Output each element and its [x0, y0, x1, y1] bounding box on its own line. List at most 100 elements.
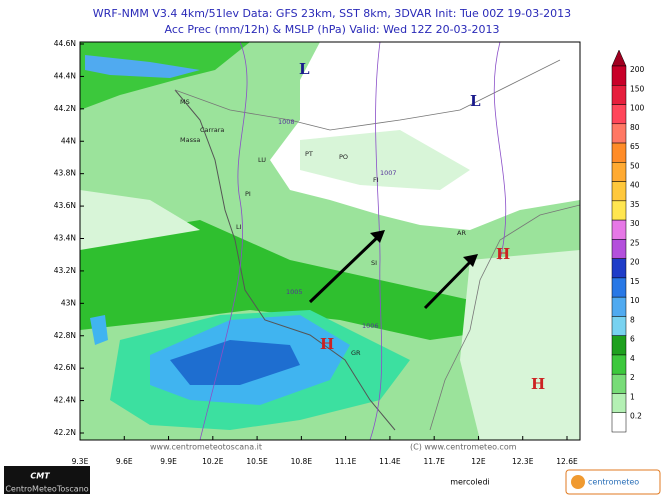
logo-text: CMT: [30, 472, 50, 481]
precip-light: [80, 190, 200, 250]
isobar-label: 1007: [380, 169, 397, 177]
website: (C) www.centrometeo.com: [410, 443, 517, 452]
lon-label: 9.6E: [116, 457, 133, 466]
colorbar-box: [611, 65, 627, 86]
lat-label: 42.4N: [54, 396, 76, 405]
colorbar-box: [611, 393, 627, 413]
precip-band: [170, 340, 300, 385]
city-label: PI: [245, 190, 251, 198]
isobar-label: 1005: [286, 288, 303, 296]
precip-band: [85, 55, 200, 78]
border: [429, 204, 581, 431]
lat-label: 44N: [61, 136, 76, 145]
coastline: [174, 89, 396, 431]
lon-label: 12.3E: [512, 457, 534, 466]
cmt-logo: CMT CentroMeteoToscano: [4, 466, 90, 494]
lon-label: 12E: [471, 457, 486, 466]
colorbar-box: [611, 142, 627, 163]
colorbar-box: [611, 412, 627, 433]
website: www.centrometeotoscana.it: [150, 443, 262, 452]
colorbar-box: [611, 123, 627, 144]
colorbar-label: 4: [630, 354, 635, 363]
city-label: LI: [236, 223, 242, 231]
colorbar-box: [611, 373, 627, 394]
colorbar-box: [611, 316, 627, 336]
map: [79, 41, 581, 441]
arrow-head: [463, 254, 478, 267]
city-label: MS: [180, 98, 190, 106]
lat-label: 42.6N: [54, 363, 76, 372]
colorbar-box: [611, 162, 627, 182]
colorbar-box: [611, 219, 627, 240]
low-pressure: L: [470, 92, 481, 110]
lat-label: 42.8N: [54, 331, 76, 340]
lon-label: 11.4E: [379, 457, 401, 466]
colorbar-label: 200: [630, 65, 645, 74]
colorbar-label: 10: [630, 296, 640, 305]
high-pressure: H: [531, 375, 545, 393]
city-label: AR: [457, 229, 466, 237]
lat-label: 43.2N: [54, 266, 76, 275]
lon-label: 12.6E: [556, 457, 578, 466]
precip-band: [80, 220, 500, 340]
colorbar-label: 40: [630, 181, 640, 190]
logo-sun: [571, 475, 585, 489]
colorbar-box: [611, 258, 627, 279]
colorbar-box: [611, 335, 627, 356]
city-label: PT: [305, 150, 313, 158]
isobar-label: 1008: [278, 118, 295, 126]
city-label: Massa: [180, 136, 200, 144]
logo-subtext: CentroMeteoToscano: [5, 485, 88, 494]
map-frame: [79, 41, 581, 441]
precip-band: [90, 315, 108, 345]
colorbar-label: 8: [630, 315, 635, 324]
lon-label: 11.7E: [423, 457, 445, 466]
lat-label: 44.6N: [54, 39, 76, 48]
isobar: [199, 41, 507, 441]
colorbar-label: 30: [630, 219, 640, 228]
isobar-label: 1006: [362, 322, 379, 330]
city-label: SI: [371, 259, 377, 267]
colorbar-box: [611, 181, 627, 202]
logo-text: centrometeo: [588, 478, 639, 487]
arrow: [423, 256, 476, 310]
high-pressure: H: [320, 335, 334, 353]
colorbar-box: [611, 85, 627, 105]
colorbar-label: 50: [630, 161, 640, 170]
precip-light: [460, 250, 580, 440]
colorbar-label: 100: [630, 104, 645, 113]
city-label: LU: [258, 156, 266, 164]
colorbar-label: 1: [630, 392, 635, 401]
low-pressure: L: [299, 60, 310, 78]
colorbar-box: [611, 239, 627, 259]
lat-label: 42.2N: [54, 428, 76, 437]
lon-label: 11.1E: [335, 457, 357, 466]
colorbar-label: 25: [630, 238, 640, 247]
colorbar-box: [611, 277, 627, 298]
colorbar-label: 0.2: [630, 412, 642, 421]
colorbar-label: 6: [630, 335, 635, 344]
city-label: PO: [339, 153, 348, 161]
colorbar-box: [611, 200, 627, 221]
city-label: Carrara: [200, 126, 224, 134]
lat-label: 43.8N: [54, 169, 76, 178]
lon-label: 10.2E: [202, 457, 224, 466]
colorbar-label: 80: [630, 123, 640, 132]
lat-label: 43.6N: [54, 201, 76, 210]
city-label: GR: [351, 349, 361, 357]
lon-label: 10.5E: [246, 457, 268, 466]
arrow-head: [370, 230, 385, 243]
colorbar-label: 35: [630, 200, 640, 209]
colorbar-label: 15: [630, 277, 640, 286]
title-line-2: Acc Prec (mm/12h) & MSLP (hPa) Valid: We…: [164, 23, 499, 36]
colorbar-label: 150: [630, 84, 645, 93]
city-label: FI: [373, 176, 379, 184]
lat-label: 43.4N: [54, 234, 76, 243]
precip-light: [300, 130, 470, 190]
colorbar-box: [611, 354, 627, 375]
colorbar-box: [611, 296, 627, 317]
centrometeo-logo: centrometeo: [565, 469, 661, 495]
lat-label: 44.4N: [54, 71, 76, 80]
logo-box: [4, 466, 90, 494]
